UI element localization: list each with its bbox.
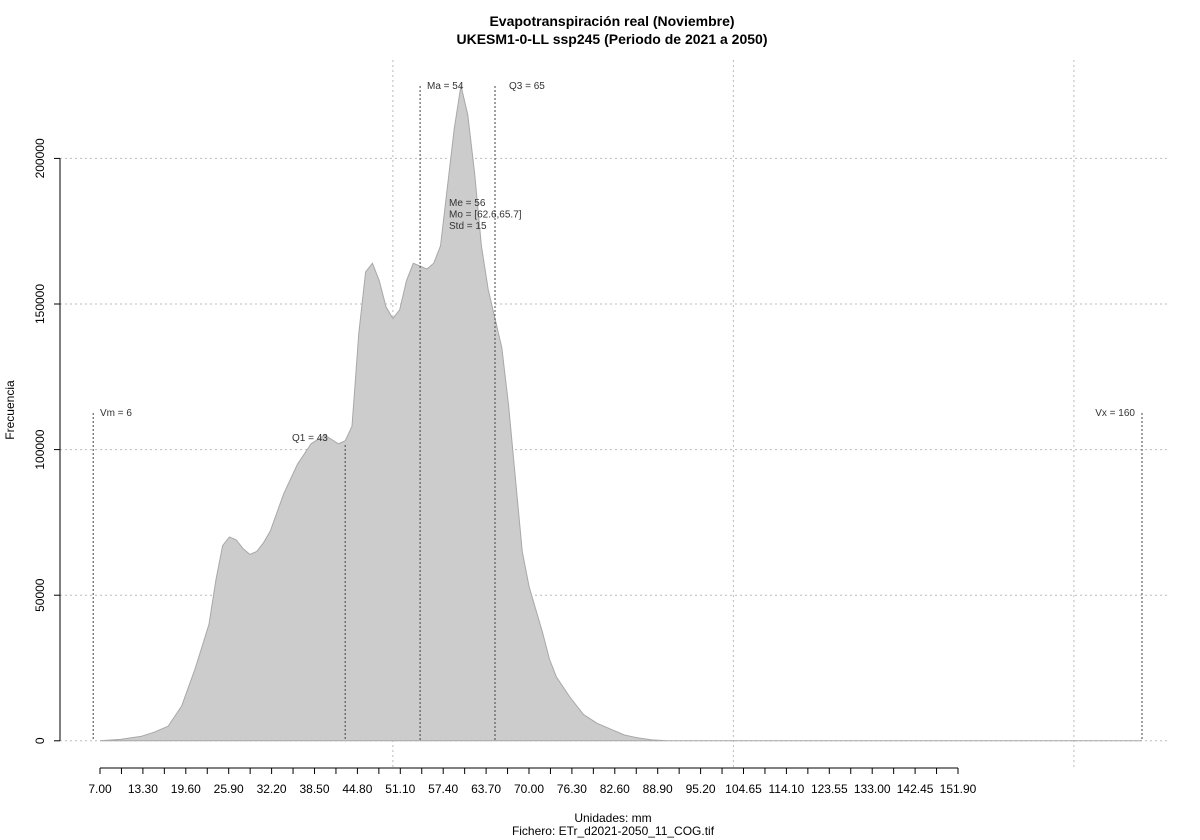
marker-layer: Vm = 6 Q1 = 43 Ma = 54 Q3 = 65 Vx = 160 Me = … bbox=[92, 81, 1143, 741]
y-tick-label-4: 200000 bbox=[33, 138, 47, 178]
x-tick-label-7: 51.10 bbox=[385, 782, 415, 796]
chart-title: Evapotranspiración real (Noviembre) bbox=[489, 13, 734, 29]
y-axis-label: Frecuencia bbox=[3, 380, 17, 440]
stats-text-0: Me = 56 bbox=[449, 198, 486, 209]
y-tick-label-1: 50000 bbox=[33, 578, 47, 612]
stats-text-1: Mo = [62.6,65.7] bbox=[449, 210, 522, 221]
x-tick-label-1: 13.30 bbox=[128, 782, 158, 796]
x-tick-label-2: 19.60 bbox=[171, 782, 201, 796]
marker-label-0: Vm = 6 bbox=[100, 408, 132, 419]
chart-subtitle: UKESM1-0-LL ssp245 (Periodo de 2021 a 20… bbox=[457, 31, 768, 47]
marker-label-3: Q3 = 65 bbox=[509, 81, 545, 92]
x-tick-label-20: 151.90 bbox=[940, 782, 977, 796]
x-tick-label-9: 63.70 bbox=[471, 782, 501, 796]
x-tick-label-18: 133.00 bbox=[854, 782, 891, 796]
y-tick-label-2: 100000 bbox=[33, 429, 47, 469]
x-tick-label-13: 88.90 bbox=[643, 782, 673, 796]
x-tick-label-3: 25.90 bbox=[214, 782, 244, 796]
x-tick-label-4: 32.20 bbox=[257, 782, 287, 796]
area-layer bbox=[99, 85, 1142, 742]
x-tick-label-19: 142.45 bbox=[897, 782, 934, 796]
x-tick-label-17: 123.55 bbox=[811, 782, 848, 796]
x-tick-label-15: 104.65 bbox=[725, 782, 762, 796]
marker-label-1: Q1 = 43 bbox=[292, 433, 328, 444]
x-tick-label-12: 82.60 bbox=[600, 782, 630, 796]
marker-label-4: Vx = 160 bbox=[1095, 408, 1135, 419]
file-caption: Fichero: ETr_d2021-2050_11_COG.tif bbox=[512, 824, 715, 838]
y-tick-label-0: 0 bbox=[33, 737, 47, 744]
marker-label-2: Ma = 54 bbox=[427, 81, 464, 92]
x-tick-label-11: 76.30 bbox=[557, 782, 587, 796]
stats-text-2: Std = 15 bbox=[449, 221, 487, 232]
x-tick-label-5: 38.50 bbox=[299, 782, 329, 796]
y-tick-label-3: 150000 bbox=[33, 284, 47, 324]
x-tick-label-8: 57.40 bbox=[428, 782, 458, 796]
x-axis-label: Unidades: mm bbox=[574, 811, 651, 825]
axis-layer: 0 50000 100000 150000 200000 7.00 13.30 19.60 25… bbox=[33, 138, 977, 796]
x-tick-label-14: 95.20 bbox=[686, 782, 716, 796]
density-area bbox=[99, 85, 1142, 742]
x-tick-label-6: 44.80 bbox=[342, 782, 372, 796]
x-tick-label-10: 70.00 bbox=[514, 782, 544, 796]
x-tick-label-0: 7.00 bbox=[88, 782, 112, 796]
x-tick-label-16: 114.10 bbox=[768, 782, 804, 796]
